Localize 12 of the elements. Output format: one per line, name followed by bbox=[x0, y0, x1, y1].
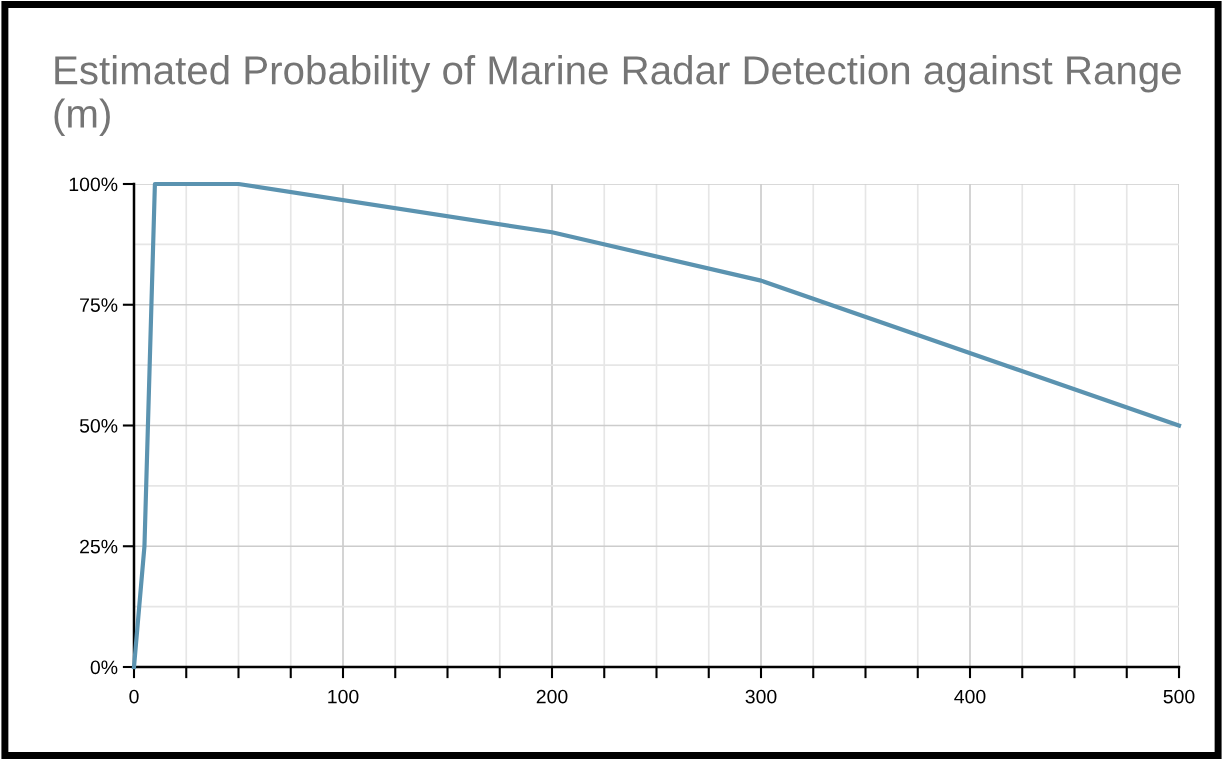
x-tick-label: 500 bbox=[1163, 689, 1195, 704]
y-tick-label: 100% bbox=[69, 177, 118, 192]
y-tick-label: 75% bbox=[80, 298, 118, 312]
y-tick-label: 0% bbox=[90, 660, 118, 675]
chart-title: Estimated Probability of Marine Radar Detection against Range (m) bbox=[54, 55, 1181, 136]
y-tick-label: 50% bbox=[79, 418, 118, 433]
x-tick-label: 0 bbox=[129, 689, 139, 704]
x-tick-label: 100 bbox=[328, 689, 359, 704]
x-tick-label: 200 bbox=[536, 689, 568, 704]
x-tick-label: 300 bbox=[745, 689, 777, 704]
x-tick-label: 400 bbox=[954, 689, 986, 704]
y-tick-label: 25% bbox=[80, 539, 118, 554]
